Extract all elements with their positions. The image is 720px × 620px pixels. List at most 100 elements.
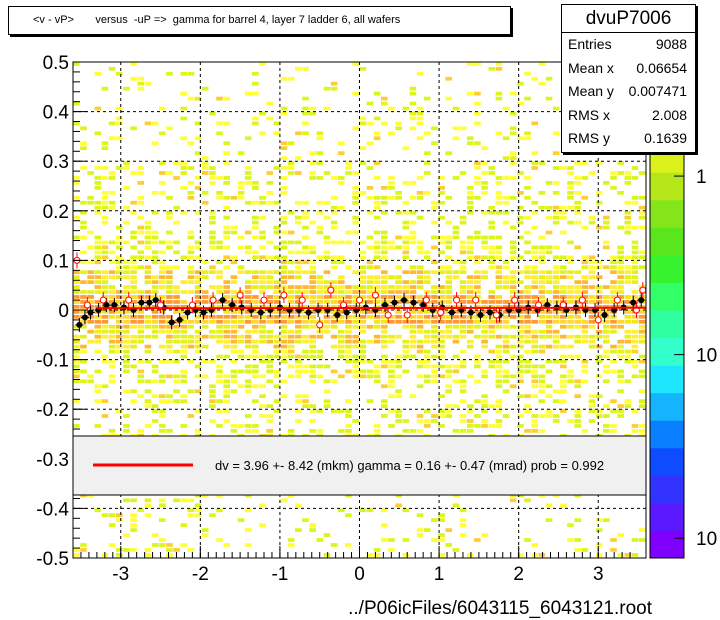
heatmap-cell <box>459 245 467 250</box>
heatmap-cell <box>201 161 209 165</box>
heatmap-cell <box>173 339 180 344</box>
heatmap-cell <box>94 270 102 275</box>
heatmap-cell <box>380 414 388 418</box>
heatmap-cell <box>538 161 546 165</box>
heatmap-cell <box>595 543 603 547</box>
heatmap-cell <box>517 290 524 294</box>
heatmap-cell <box>395 275 402 279</box>
heatmap-cell <box>595 190 603 195</box>
heatmap-cell <box>173 285 180 289</box>
heatmap-cell <box>338 275 345 279</box>
heatmap-cell <box>166 245 173 250</box>
heatmap-cell <box>345 429 352 433</box>
heatmap-cell <box>431 220 438 225</box>
heatmap-cell <box>545 96 553 101</box>
heatmap-cell <box>538 285 546 289</box>
heatmap-cell <box>380 538 388 542</box>
heatmap-cell <box>266 369 273 374</box>
heatmap-cell <box>481 240 488 245</box>
profile-point-black <box>477 311 484 318</box>
heatmap-cell <box>166 126 173 131</box>
heatmap-cell <box>338 290 345 294</box>
heatmap-cell <box>73 290 80 294</box>
heatmap-cell <box>574 300 581 304</box>
heatmap-cell <box>108 136 116 141</box>
colorbar-segment <box>650 199 684 228</box>
heatmap-cell <box>531 250 538 255</box>
heatmap-cell <box>352 230 359 235</box>
heatmap-cell <box>624 220 632 225</box>
heatmap-cell <box>588 171 596 175</box>
heatmap-cell <box>194 121 202 126</box>
heatmap-cell <box>244 314 252 319</box>
heatmap-cell <box>459 324 467 329</box>
heatmap-cell <box>631 319 639 324</box>
heatmap-cell <box>431 205 438 210</box>
heatmap-cell <box>531 200 538 205</box>
heatmap-cell <box>302 314 309 319</box>
heatmap-cell <box>388 319 395 324</box>
heatmap-cell <box>180 523 188 527</box>
heatmap-cell <box>209 404 216 408</box>
heatmap-cell <box>144 349 152 354</box>
heatmap-cell <box>115 314 123 319</box>
heatmap-cell <box>545 250 553 255</box>
heatmap-cell <box>624 379 632 384</box>
heatmap-cell <box>552 285 560 289</box>
heatmap-cell <box>495 419 503 423</box>
heatmap-cell <box>194 374 202 379</box>
heatmap-cell <box>624 210 632 215</box>
heatmap-cell <box>495 374 503 379</box>
heatmap-cell <box>101 275 109 279</box>
heatmap-cell <box>338 339 345 344</box>
heatmap-cell <box>481 245 488 250</box>
heatmap-cell <box>481 369 488 374</box>
heatmap-cell <box>452 275 460 279</box>
heatmap-cell <box>259 245 266 250</box>
heatmap-cell <box>531 339 538 344</box>
heatmap-cell <box>531 319 538 324</box>
heatmap-cell <box>517 354 524 359</box>
heatmap-cell <box>266 305 273 309</box>
heatmap-cell <box>509 384 517 389</box>
heatmap-cell <box>509 91 517 96</box>
heatmap-cell <box>287 270 295 275</box>
profile-point-black <box>152 297 159 304</box>
heatmap-cell <box>194 389 202 394</box>
heatmap-cell <box>309 171 316 175</box>
heatmap-cell <box>610 285 617 289</box>
heatmap-cell <box>617 295 624 299</box>
heatmap-cell <box>509 270 517 275</box>
heatmap-cell <box>631 290 639 294</box>
heatmap-cell <box>280 379 288 384</box>
heatmap-cell <box>409 280 417 284</box>
heatmap-cell <box>560 285 567 289</box>
heatmap-cell <box>409 290 417 294</box>
heatmap-cell <box>574 354 581 359</box>
heatmap-cell <box>201 260 209 265</box>
heatmap-cell <box>459 220 467 225</box>
heatmap-cell <box>452 429 460 433</box>
heatmap-cell <box>338 240 345 245</box>
heatmap-cell <box>416 329 424 334</box>
heatmap-cell <box>73 364 80 369</box>
heatmap-cell <box>588 265 596 270</box>
y-tick-label: 0.4 <box>43 103 70 124</box>
heatmap-cell <box>574 324 581 329</box>
profile-point-black <box>146 299 153 306</box>
heatmap-cell <box>380 310 388 314</box>
heatmap-cell <box>466 250 474 255</box>
heatmap-cell <box>552 295 560 299</box>
heatmap-cell <box>595 394 603 399</box>
heatmap-cell <box>302 305 309 309</box>
heatmap-cell <box>588 295 596 299</box>
heatmap-cell <box>151 280 159 284</box>
heatmap-cell <box>94 200 102 205</box>
heatmap-cell <box>452 314 460 319</box>
heatmap-cell <box>416 190 424 195</box>
heatmap-cell <box>259 290 266 294</box>
heatmap-cell <box>380 334 388 339</box>
heatmap-cell <box>481 394 488 399</box>
heatmap-cell <box>445 275 453 279</box>
heatmap-cell <box>101 359 109 364</box>
